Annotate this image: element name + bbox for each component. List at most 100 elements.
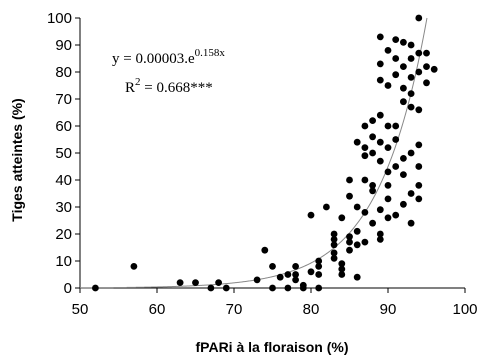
data-point <box>207 284 215 292</box>
data-point <box>400 98 407 106</box>
data-point <box>384 47 392 54</box>
data-point <box>369 149 376 157</box>
data-point <box>369 133 376 141</box>
data-point <box>400 84 407 92</box>
data-point <box>307 211 315 219</box>
data-point <box>346 233 353 241</box>
data-point <box>423 63 430 70</box>
data-point <box>423 49 430 57</box>
data-point <box>330 241 338 249</box>
x-axis-title: fPARi à la floraison (%) <box>196 339 349 355</box>
data-point <box>415 141 423 149</box>
data-point <box>407 90 415 97</box>
data-point <box>384 168 392 176</box>
data-point <box>92 284 99 292</box>
x-tick-label: 100 <box>452 301 477 318</box>
data-point <box>392 163 400 170</box>
data-point <box>284 271 292 278</box>
data-point <box>376 157 384 165</box>
data-point <box>299 284 307 292</box>
y-tick-label: 100 <box>47 10 72 27</box>
data-point <box>315 257 323 265</box>
data-point <box>407 190 415 197</box>
data-point <box>346 246 353 254</box>
data-point <box>269 263 276 270</box>
data-point <box>415 68 423 76</box>
x-tick-label: 50 <box>72 301 89 318</box>
data-point <box>346 176 353 184</box>
data-point <box>415 106 423 114</box>
data-point <box>384 122 392 130</box>
data-point <box>361 209 369 216</box>
y-axis-ticks: 0 10 20 30 40 50 60 70 80 90 100 <box>47 10 80 297</box>
data-point <box>376 111 384 119</box>
data-point <box>415 195 423 203</box>
data-point <box>361 238 369 246</box>
data-point <box>376 33 384 41</box>
data-point <box>392 136 400 143</box>
data-point <box>338 260 346 268</box>
data-point <box>361 144 369 152</box>
data-point <box>430 65 438 73</box>
data-point <box>346 192 353 200</box>
equation-annotation: y = 0.00003.e0.158x R2 = 0.668*** <box>112 47 225 96</box>
y-tick-label: 90 <box>55 37 72 54</box>
data-point <box>376 138 384 146</box>
data-point <box>284 284 292 292</box>
data-point <box>353 203 361 211</box>
data-point <box>361 152 369 160</box>
data-point <box>130 263 138 270</box>
plot-area: 0 10 20 30 40 50 60 70 80 90 100 50 60 70 80 90 100 <box>47 10 478 318</box>
data-point <box>376 60 384 68</box>
data-point <box>338 265 346 273</box>
data-point <box>330 254 338 262</box>
data-point <box>407 41 415 49</box>
y-tick-label: 80 <box>55 64 72 81</box>
data-point <box>176 279 184 286</box>
y-tick-label: 40 <box>55 172 72 189</box>
equation-text: y = 0.00003.e0.158x <box>112 47 225 67</box>
data-point <box>376 76 384 84</box>
data-point <box>384 144 392 152</box>
x-axis-ticks: 50 60 70 80 90 100 <box>72 288 478 318</box>
data-point <box>330 249 338 257</box>
data-point <box>392 71 400 79</box>
data-point <box>407 74 415 81</box>
y-tick-label: 70 <box>55 91 72 108</box>
data-point <box>222 284 230 292</box>
y-tick-label: 30 <box>55 199 72 216</box>
y-axis-title: Tiges atteintes (%) <box>9 98 25 221</box>
data-point <box>423 79 430 87</box>
data-point <box>384 82 392 89</box>
data-point <box>400 63 407 70</box>
exponential-fit-curve <box>80 17 428 289</box>
data-point <box>307 268 315 276</box>
y-tick-label: 0 <box>64 280 72 297</box>
data-point <box>400 171 407 179</box>
y-tick-label: 10 <box>55 253 72 270</box>
y-tick-label: 60 <box>55 118 72 135</box>
data-point <box>407 219 415 227</box>
y-tick-label: 50 <box>55 145 72 162</box>
data-point <box>338 271 346 278</box>
data-point <box>192 279 199 286</box>
data-point <box>315 284 323 292</box>
data-point <box>323 203 330 211</box>
data-point <box>376 236 384 243</box>
data-point <box>292 263 299 270</box>
data-point <box>392 55 400 62</box>
data-point <box>353 227 361 235</box>
data-point <box>353 241 361 249</box>
data-point <box>269 284 276 292</box>
data-point <box>415 49 423 57</box>
data-point <box>215 279 223 286</box>
data-point <box>292 276 299 284</box>
data-point <box>315 263 323 270</box>
data-point <box>292 271 299 278</box>
data-point <box>369 117 376 124</box>
data-point <box>392 122 400 130</box>
data-point <box>415 182 423 189</box>
data-point <box>384 195 392 203</box>
data-point <box>353 138 361 146</box>
